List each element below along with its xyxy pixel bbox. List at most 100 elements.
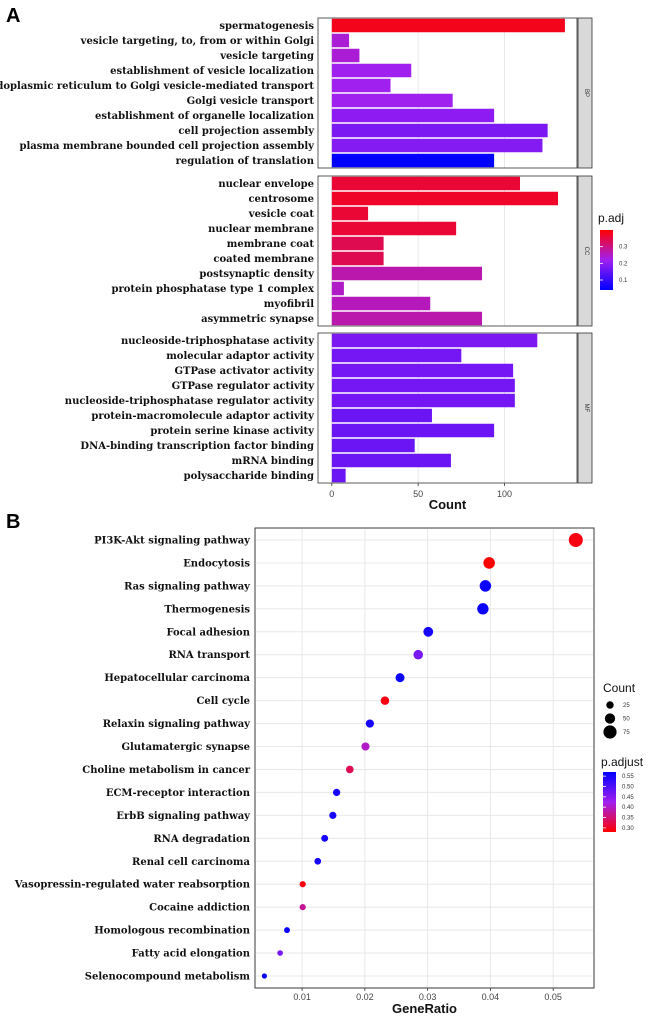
panel-b-letter: B bbox=[6, 511, 20, 533]
pathway-label: Ras signaling pathway bbox=[124, 581, 251, 592]
p-adj-legend-tick: 0.2 bbox=[619, 261, 628, 267]
category-label: membrane coat bbox=[227, 239, 315, 250]
dot bbox=[329, 811, 337, 819]
pathway-label: Hepatocellular carcinoma bbox=[104, 673, 250, 684]
pathway-label: Focal adhesion bbox=[166, 627, 250, 638]
x-tick-label: 0.02 bbox=[356, 992, 374, 1002]
dot bbox=[261, 973, 268, 979]
p-adj-legend-tick: 0.3 bbox=[619, 245, 628, 251]
dot bbox=[314, 857, 322, 865]
x-tick-label: 50 bbox=[413, 489, 423, 499]
bar bbox=[331, 18, 565, 33]
dot bbox=[345, 765, 354, 774]
bar bbox=[331, 176, 521, 191]
x-axis-title: Count bbox=[429, 497, 467, 512]
bar bbox=[331, 63, 412, 78]
category-label: cell projection assembly bbox=[178, 126, 315, 137]
bar bbox=[331, 93, 453, 108]
category-label: GTPase activator activity bbox=[174, 366, 315, 377]
dot bbox=[277, 950, 283, 956]
category-label: GTPase regulator activity bbox=[172, 381, 316, 392]
category-label: vesicle targeting bbox=[219, 51, 314, 62]
p-adjust-legend-tick: 0.40 bbox=[622, 805, 634, 811]
category-label: regulation of translation bbox=[176, 156, 315, 167]
bar bbox=[331, 138, 543, 153]
facet-border bbox=[317, 17, 578, 169]
count-legend-label: 25 bbox=[623, 703, 630, 709]
bar bbox=[331, 363, 514, 378]
dot bbox=[413, 649, 424, 660]
p-adj-legend-title: p.adj bbox=[598, 211, 624, 225]
count-legend-key bbox=[604, 713, 616, 724]
bar bbox=[331, 408, 432, 423]
category-label: nucleoside-triphosphatase regulator acti… bbox=[65, 396, 315, 407]
pathway-label: ErbB signaling pathway bbox=[116, 811, 251, 822]
bar bbox=[331, 221, 457, 236]
bar bbox=[331, 423, 495, 438]
dot bbox=[284, 927, 290, 934]
bar bbox=[331, 311, 483, 326]
pathway-label: Cell cycle bbox=[196, 696, 250, 707]
legends-b: Count 25 50 75 p.adjust 0.30 0.35 0.40 0.45 0.… bbox=[601, 681, 644, 832]
facet-strip bbox=[577, 175, 593, 327]
pathway-label: Endocytosis bbox=[183, 558, 250, 569]
category-label: vesicle coat bbox=[248, 209, 315, 220]
pathway-label: RNA transport bbox=[168, 650, 250, 661]
facet-strip-label: MF bbox=[583, 404, 589, 413]
facet-border bbox=[317, 332, 578, 484]
p-adjust-legend-tick: 0.50 bbox=[622, 784, 634, 790]
pathway-label: Renal cell carcinoma bbox=[132, 857, 250, 868]
x-tick-label: 100 bbox=[497, 489, 512, 499]
panel-a-bar-chart: spermatogenesis vesicle targeting, to, fr… bbox=[0, 17, 593, 512]
count-legend-key bbox=[603, 725, 617, 739]
bar bbox=[331, 281, 344, 296]
panel-a-letter: A bbox=[6, 5, 20, 27]
bar bbox=[331, 393, 515, 408]
p-adjust-legend-title: p.adjust bbox=[601, 755, 644, 769]
dot bbox=[479, 580, 492, 592]
bar bbox=[331, 78, 391, 93]
facet-strip-label: CC bbox=[583, 247, 589, 256]
category-label: mRNA binding bbox=[232, 456, 314, 467]
category-label: plasma membrane bounded cell projection … bbox=[19, 141, 315, 152]
bar bbox=[331, 236, 384, 251]
pathway-label: Homologous recombination bbox=[94, 926, 250, 937]
bar bbox=[331, 378, 515, 393]
category-label: Golgi vesicle transport bbox=[187, 96, 315, 107]
p-adj-legend-tick: 0.1 bbox=[619, 278, 628, 284]
dot bbox=[321, 834, 329, 842]
facet-strip bbox=[577, 332, 593, 484]
p-adjust-legend-tick: 0.55 bbox=[622, 774, 634, 780]
bar bbox=[331, 251, 384, 266]
category-label: nuclear membrane bbox=[208, 224, 314, 235]
facet-strip bbox=[577, 17, 593, 169]
p-adj-colorbar bbox=[600, 230, 613, 290]
x-tick-label: 0.01 bbox=[293, 992, 311, 1002]
category-label: endoplasmic reticulum to Golgi vesicle-m… bbox=[0, 81, 314, 92]
pathway-label: Thermogenesis bbox=[164, 604, 250, 615]
pathway-label: Fatty acid elongation bbox=[132, 949, 251, 960]
pathway-label: RNA degradation bbox=[153, 834, 250, 845]
pathway-label: Glutamatergic synapse bbox=[121, 742, 250, 753]
bar bbox=[331, 153, 495, 168]
x-tick-label: 0 bbox=[329, 489, 334, 499]
dot bbox=[361, 742, 370, 751]
pathway-label: ECM-receptor interaction bbox=[106, 788, 251, 799]
category-label: nucleoside-triphosphatase activity bbox=[121, 336, 315, 347]
dot bbox=[332, 788, 341, 797]
x-axis-title: GeneRatio bbox=[392, 1001, 457, 1016]
p-adjust-legend-tick: 0.45 bbox=[622, 795, 634, 801]
category-label: nuclear envelope bbox=[218, 179, 314, 190]
category-label: DNA-binding transcription factor binding bbox=[80, 441, 314, 452]
category-label: coated membrane bbox=[213, 254, 314, 265]
dot bbox=[483, 557, 495, 569]
pathway-label: PI3K-Akt signaling pathway bbox=[94, 536, 251, 547]
bar bbox=[331, 123, 548, 138]
category-label: protein-macromolecule adaptor activity bbox=[91, 411, 315, 422]
category-label: vesicle targeting, to, from or within Go… bbox=[80, 36, 315, 47]
category-label: establishment of organelle localization bbox=[95, 111, 315, 122]
dot bbox=[568, 533, 583, 547]
plot-area bbox=[254, 527, 595, 989]
bar bbox=[331, 206, 369, 221]
